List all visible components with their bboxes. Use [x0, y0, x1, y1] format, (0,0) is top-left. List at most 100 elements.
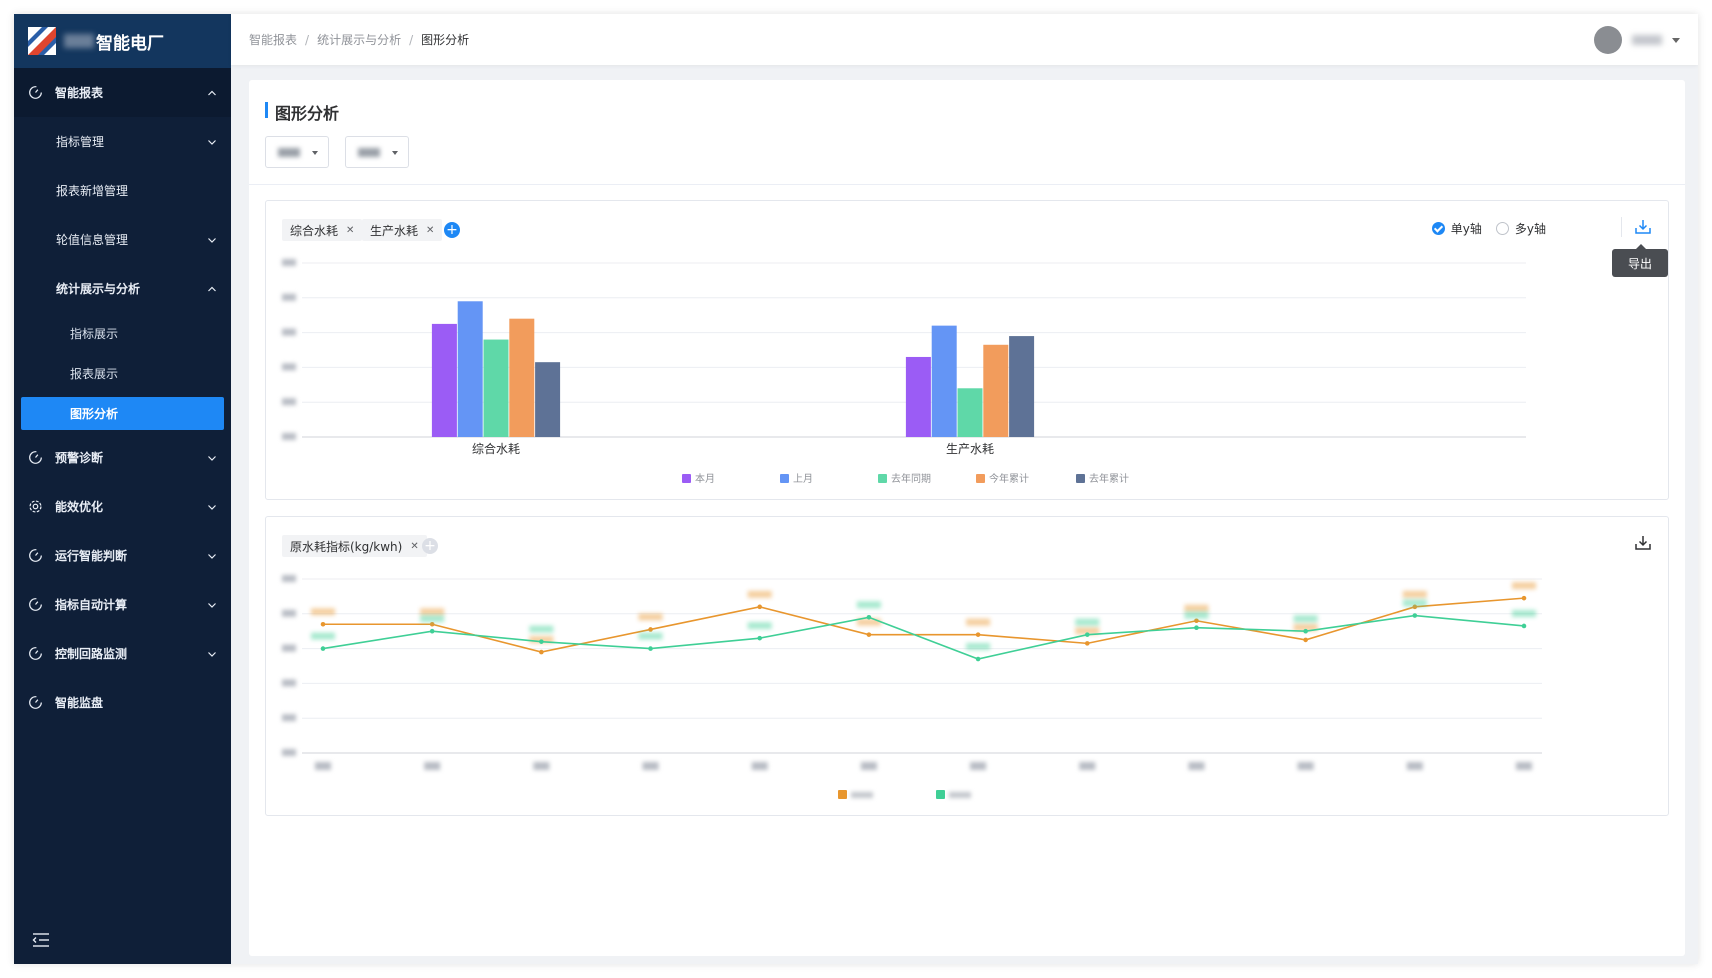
close-icon[interactable]: ✕ — [346, 224, 355, 236]
line-chart-card: 原水耗指标(kg/kwh) ✕ + — [265, 516, 1669, 816]
data-point — [866, 632, 872, 637]
divider — [249, 184, 1685, 185]
y-tick-label — [282, 363, 296, 371]
x-tick-label — [1297, 762, 1314, 770]
metric-tag: 生产水耗 ✕ — [362, 219, 443, 241]
sidebar-group-auto-calculation[interactable]: 指标自动计算 — [14, 580, 231, 629]
y-tick-label — [282, 433, 296, 440]
y-tick-label — [282, 609, 296, 617]
legend-swatch — [780, 474, 789, 483]
sidebar-item-index-display[interactable]: 指标展示 — [14, 313, 231, 353]
legend-label: 今年累计 — [989, 472, 1029, 485]
data-point — [975, 656, 981, 662]
data-point — [1521, 623, 1527, 629]
caret-down-icon[interactable] — [1672, 37, 1680, 43]
bar — [431, 323, 457, 437]
sidebar-item-index-management[interactable]: 指标管理 — [14, 117, 231, 166]
data-point — [429, 621, 435, 627]
data-point — [1303, 637, 1308, 643]
divider — [1621, 217, 1622, 237]
data-label — [1184, 611, 1209, 619]
sidebar-item-graph-analysis[interactable]: 图形分析 — [21, 397, 224, 430]
data-point — [1084, 641, 1090, 646]
chevron-down-icon — [208, 553, 216, 559]
y-tick-label — [282, 259, 296, 266]
data-point — [320, 646, 326, 651]
sidebar-group-label: 能效优化 — [55, 500, 104, 514]
y-tick-label — [282, 293, 296, 301]
multi-axis-label[interactable]: 多y轴 — [1514, 222, 1546, 236]
legend-label: 去年累计 — [1089, 472, 1129, 485]
y-tick-label — [282, 575, 296, 582]
logo-icon — [28, 27, 56, 55]
chevron-down-icon — [208, 237, 216, 243]
close-icon[interactable]: ✕ — [410, 540, 419, 552]
sidebar-group-label: 运行智能判断 — [55, 549, 128, 563]
data-label — [1075, 627, 1100, 635]
sidebar-group-label: 智能监盘 — [55, 696, 104, 710]
download-icon[interactable] — [1634, 534, 1652, 552]
user-menu[interactable] — [1594, 26, 1680, 54]
data-point — [429, 628, 435, 634]
bar — [509, 318, 535, 437]
download-icon[interactable] — [1634, 218, 1652, 236]
series-line — [322, 614, 1525, 660]
sidebar-group-control-loop-monitor[interactable]: 控制回路监测 — [14, 629, 231, 678]
sidebar-item-shift-info-management[interactable]: 轮值信息管理 — [14, 215, 231, 264]
breadcrumb-item[interactable]: 统计展示与分析 — [317, 33, 402, 47]
legend-swatch — [878, 474, 887, 483]
top-header: 智能报表 / 统计展示与分析 / 图形分析 — [231, 14, 1698, 65]
add-metric-button[interactable]: + — [422, 538, 438, 554]
logo[interactable]: 智能电厂 — [14, 14, 231, 68]
y-tick-label — [282, 679, 296, 687]
data-point — [757, 635, 763, 641]
data-point — [539, 649, 544, 655]
close-icon[interactable]: ✕ — [426, 224, 435, 236]
data-label — [966, 643, 991, 651]
tag-label: 生产水耗 — [370, 223, 419, 238]
sidebar-item-label: 统计展示与分析 — [56, 282, 141, 296]
menu-collapse-icon[interactable] — [32, 932, 50, 948]
sidebar-group-operation-judgement[interactable]: 运行智能判断 — [14, 531, 231, 580]
export-tooltip: 导出 — [1612, 244, 1668, 277]
single-axis-radio[interactable] — [1431, 222, 1445, 235]
sidebar-group-smart-monitoring[interactable]: 智能监盘 — [14, 678, 231, 727]
single-axis-label[interactable]: 单y轴 — [1450, 222, 1482, 236]
user-name — [1632, 35, 1662, 45]
sidebar-item-report-display[interactable]: 报表展示 — [14, 353, 231, 393]
data-point — [866, 614, 872, 620]
bar — [957, 388, 983, 437]
x-tick-label — [970, 762, 987, 770]
month-select[interactable] — [345, 136, 409, 168]
bar — [483, 339, 509, 437]
data-point — [1521, 595, 1527, 601]
multi-axis-radio[interactable] — [1495, 222, 1509, 235]
year-select[interactable] — [265, 136, 329, 168]
sidebar-item-stats-analysis[interactable]: 统计展示与分析 — [14, 264, 231, 313]
sidebar-nav: 智能报表 指标管理 报表新增管理 轮值信息管理 统计展示与分析 指标展示 — [14, 68, 231, 727]
page-title: 图形分析 — [265, 100, 339, 124]
sidebar-item-label: 图形分析 — [70, 407, 119, 421]
legend-swatch — [1076, 474, 1085, 483]
data-label — [747, 622, 772, 630]
sidebar-group-smart-report[interactable]: 智能报表 — [14, 68, 231, 117]
sidebar-group-efficiency-optimization[interactable]: 能效优化 — [14, 482, 231, 531]
add-metric-button[interactable]: + — [444, 222, 460, 238]
x-tick-label: 综合水耗 — [472, 441, 520, 456]
avatar[interactable] — [1594, 26, 1622, 54]
breadcrumb-item[interactable]: 智能报表 — [249, 33, 298, 47]
x-tick-label — [315, 762, 331, 770]
x-tick-label — [642, 762, 659, 770]
metric-tag: 原水耗指标(kg/kwh) ✕ — [282, 535, 427, 557]
data-point — [539, 639, 544, 644]
sidebar-group-warning-diagnosis[interactable]: 预警诊断 — [14, 433, 231, 482]
sidebar-item-report-add-management[interactable]: 报表新增管理 — [14, 166, 231, 215]
data-label — [311, 608, 335, 616]
bar — [931, 325, 957, 437]
tag-label: 综合水耗 — [290, 223, 339, 238]
dashboard-gauge-icon — [29, 86, 42, 99]
data-label — [1293, 623, 1318, 631]
metric-tag: 综合水耗 ✕ — [282, 219, 363, 241]
x-tick-label — [1188, 762, 1205, 770]
